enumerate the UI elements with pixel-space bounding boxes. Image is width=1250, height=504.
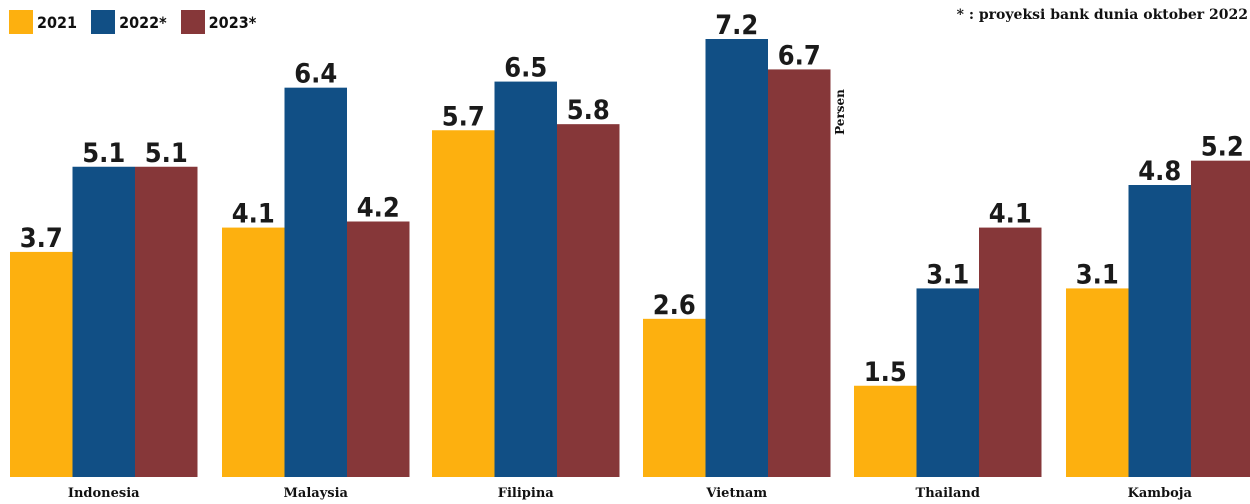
data-label-vietnam-2021: 2.6 (653, 290, 696, 321)
data-label-filipina-2021: 5.7 (442, 101, 485, 132)
data-label-malaysia-2021: 4.1 (232, 199, 275, 230)
bar-filipina-2022 (494, 81, 557, 477)
data-label-indonesia-2023: 5.1 (145, 138, 188, 169)
legend-label-2022: 2022* (119, 12, 167, 32)
data-label-kamboja-2021: 3.1 (1076, 259, 1119, 290)
data-label-thailand-2021: 1.5 (864, 357, 907, 388)
bar-thailand-2022 (916, 288, 979, 477)
y-axis-unit-label: Persen (833, 89, 847, 135)
legend-swatch-2023 (180, 10, 205, 34)
category-label-thailand: Thailand (916, 486, 980, 501)
category-label-filipina: Filipina (498, 486, 555, 501)
bar-thailand-2023 (979, 227, 1042, 477)
legend-swatch-2022 (91, 10, 116, 34)
legend-label-2023: 2023* (208, 12, 257, 32)
bars-layer (10, 39, 1250, 478)
category-label-kamboja: Kamboja (1128, 486, 1193, 501)
data-label-indonesia-2022: 5.1 (82, 138, 125, 169)
data-label-malaysia-2023: 4.2 (357, 193, 400, 224)
legend-swatch-2021 (9, 10, 33, 34)
data-label-thailand-2022: 3.1 (926, 259, 969, 290)
legend-item-2021: 2021 (9, 10, 77, 34)
data-label-vietnam-2023: 6.7 (778, 40, 821, 71)
category-labels-layer: Indonesia Malaysia Filipina Vietnam Thailand… (68, 486, 1193, 501)
chart-legend: 2021 2022* 2023* (9, 8, 270, 36)
category-label-vietnam: Vietnam (705, 486, 767, 501)
legend-item-2022: 2022* (91, 10, 167, 34)
bar-indonesia-2021 (10, 251, 73, 477)
source-note: * : proyeksi bank dunia oktober 2022 (956, 7, 1248, 23)
bar-indonesia-2022 (72, 166, 135, 477)
category-label-malaysia: Malaysia (284, 486, 349, 501)
bar-filipina-2021 (432, 130, 495, 477)
category-label-indonesia: Indonesia (68, 486, 140, 501)
bar-malaysia-2021 (222, 227, 285, 477)
data-label-indonesia-2021: 3.7 (20, 223, 63, 254)
data-label-thailand-2023: 4.1 (989, 199, 1032, 230)
bar-indonesia-2023 (135, 166, 198, 477)
bar-malaysia-2023 (347, 221, 410, 477)
legend-item-2023: 2023* (180, 10, 257, 34)
bar-vietnam-2021 (643, 318, 706, 477)
data-label-malaysia-2022: 6.4 (294, 59, 337, 90)
data-label-filipina-2022: 6.5 (504, 53, 547, 84)
bar-kamboja-2023 (1191, 160, 1250, 477)
bar-kamboja-2022 (1128, 185, 1191, 477)
value-labels-layer: 3.7 5.1 5.1 4.1 6.4 4.2 5.7 6.5 5.8 2.6 7.2 6.7 1.5 3… (20, 10, 1244, 388)
bar-thailand-2021 (854, 385, 917, 477)
data-label-filipina-2023: 5.8 (567, 95, 610, 126)
data-label-kamboja-2022: 4.8 (1138, 156, 1181, 187)
bar-vietnam-2023 (768, 69, 831, 478)
legend-label-2021: 2021 (37, 12, 78, 32)
data-label-vietnam-2022: 7.2 (715, 10, 758, 41)
data-label-kamboja-2023: 5.2 (1201, 132, 1244, 163)
bar-malaysia-2022 (284, 87, 347, 478)
bar-vietnam-2022 (705, 39, 768, 477)
bar-filipina-2023 (557, 124, 620, 478)
bar-kamboja-2021 (1066, 288, 1129, 477)
